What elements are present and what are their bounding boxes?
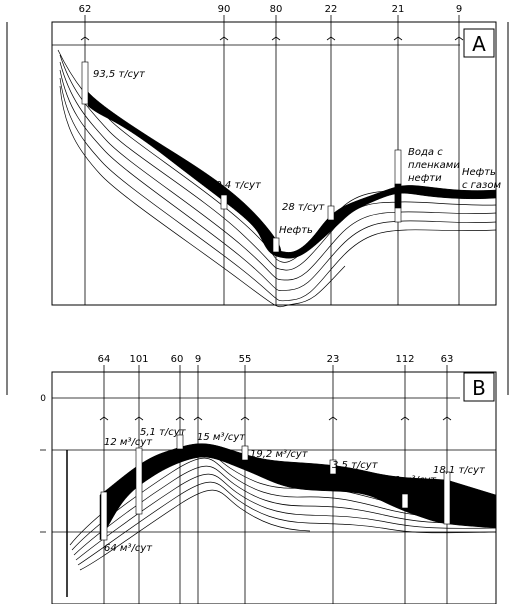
annotation-well-63: 18,1 т/сут (433, 465, 486, 476)
annotation-well-9-line2: с газом (462, 180, 501, 191)
panel-b-break-marks (99, 416, 452, 421)
panel-b-oil-layer (99, 443, 497, 541)
panel-b-letter: B (472, 376, 486, 400)
annotation-well-55: 19,2 м³/сут (250, 449, 309, 460)
well-label-80: 80 (270, 4, 283, 15)
well-label-101: 101 (129, 354, 148, 365)
annotation-well-101: 5,1 т/сут (140, 427, 187, 438)
annotation-well-90: 20,4 т/сут (209, 180, 262, 191)
well-label-23: 23 (327, 354, 340, 365)
panel-a-frame (51, 21, 497, 306)
annotation-well-21-line1: Вода с (408, 147, 443, 158)
well-label-21: 21 (392, 4, 405, 15)
well-label-55: 55 (239, 354, 252, 365)
annotation-well-21-line3: нефти (408, 173, 442, 184)
annotation-well-9-line1: Нефть (462, 167, 496, 178)
panel-a: 62 90 80 22 21 9 (51, 4, 501, 308)
annotation-well-63-side2: вода (480, 514, 493, 520)
well-label-64: 64 (98, 354, 111, 365)
well-label-112: 112 (395, 354, 414, 365)
annotation-well-64-bottom: 64 м³/сут (104, 543, 153, 554)
panel-b-letter-box (463, 372, 495, 402)
annotation-well-64-top: 12 м³/сут (104, 437, 153, 448)
well-label-9: 9 (456, 4, 462, 15)
panel-b-well-markers (100, 434, 451, 541)
annotation-well-63-side: вл.са (474, 493, 496, 502)
panel-a-well-lines (84, 15, 460, 305)
panel-b-frame (51, 371, 497, 604)
panel-a-letter-box (463, 28, 495, 58)
annotation-well-21-line2: пленками (408, 160, 460, 171)
annotation-well-23: 3,5 т/сут (332, 460, 379, 471)
well-label-63: 63 (441, 354, 454, 365)
figure-outer-border (6, 22, 509, 395)
annotation-well-112: 21 м³/сут (388, 475, 437, 486)
well-label-60: 60 (171, 354, 184, 365)
panel-a-well-markers (81, 61, 402, 253)
panel-b: 0 64 101 60 9 55 23 112 63 (40, 354, 497, 604)
panel-a-break-marks (80, 36, 464, 41)
well-label-90: 90 (218, 4, 231, 15)
panel-a-letter: A (472, 32, 486, 56)
annotation-well-62: 93,5 т/сут (93, 69, 146, 80)
annotation-well-60: 15 м³/сут (197, 432, 246, 443)
well-label-9b: 9 (195, 354, 201, 365)
well-label-22: 22 (325, 4, 338, 15)
annotation-well-22: 28 т/сут (282, 202, 326, 213)
well-label-62: 62 (79, 4, 92, 15)
annotation-well-80: Нефть (279, 225, 313, 236)
panel-b-axis-zero: 0 (40, 394, 46, 404)
panel-a-oil-layer (87, 91, 497, 259)
